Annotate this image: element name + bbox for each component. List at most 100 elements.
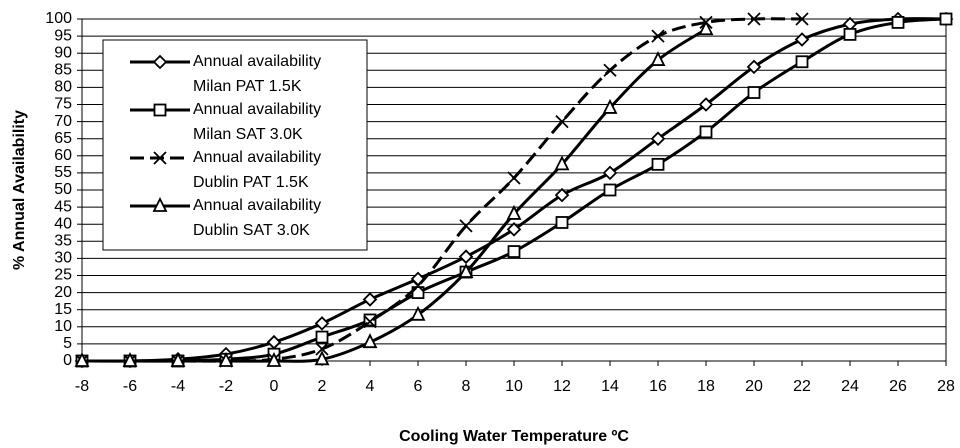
data-point [218, 351, 234, 367]
data-point [363, 313, 377, 327]
y-tick-label: 15 [54, 301, 72, 318]
y-tick-label: 70 [54, 113, 72, 130]
y-axis-label: % Annual Availability [11, 110, 28, 270]
x-tick-label: -2 [219, 378, 233, 395]
y-tick-label: 90 [54, 44, 72, 61]
x-tick-label: 4 [366, 378, 375, 395]
data-point [554, 155, 570, 171]
data-point [650, 131, 666, 146]
legend-marker [152, 54, 168, 70]
data-point [315, 342, 329, 356]
x-tick-label: 8 [462, 378, 471, 395]
data-point [698, 20, 714, 36]
x-tick-label: 20 [745, 378, 763, 395]
data-point [506, 222, 522, 237]
legend-label: Annual availability Dublin SAT 3.0K [193, 197, 322, 239]
data-point [459, 219, 473, 233]
data-point [698, 97, 714, 112]
data-point [363, 315, 377, 329]
data-point [891, 16, 905, 29]
legend-marker [152, 196, 168, 212]
data-point [795, 55, 809, 69]
data-point [602, 165, 618, 181]
data-point [747, 12, 761, 26]
x-tick-label: 16 [649, 378, 667, 395]
y-tick-label: 80 [54, 79, 72, 96]
legend-label: Annual availability Milan PAT 1.5K [193, 53, 322, 95]
x-tick-label: 24 [841, 378, 859, 395]
x-tick-label: 0 [270, 378, 279, 395]
y-tick-label: 75 [54, 96, 72, 113]
y-tick-label: 60 [54, 147, 72, 164]
x-tick-label: 12 [553, 378, 571, 395]
y-tick-label: 10 [54, 318, 72, 335]
x-tick-label: 28 [937, 378, 955, 395]
data-point [506, 204, 522, 220]
x-tick-label: 26 [889, 378, 907, 395]
data-point [314, 350, 330, 366]
y-tick-label: 30 [54, 250, 72, 267]
y-tick-label: 20 [54, 284, 72, 301]
x-tick-label: -4 [171, 378, 185, 395]
data-point [843, 27, 857, 41]
y-tick-label: 40 [54, 215, 72, 232]
data-point [555, 114, 569, 129]
data-point [170, 351, 186, 367]
y-tick-label: 35 [54, 233, 72, 250]
data-point [266, 351, 282, 367]
data-point [603, 63, 617, 77]
data-point [603, 183, 617, 197]
data-point [939, 12, 953, 26]
data-point [699, 125, 713, 139]
data-point [554, 187, 570, 203]
data-point [650, 51, 666, 66]
x-tick-label: 2 [318, 378, 327, 395]
data-point [651, 29, 665, 43]
data-point [458, 249, 474, 264]
data-point [747, 86, 761, 99]
data-point [795, 12, 809, 26]
data-point [314, 316, 330, 331]
data-point [507, 245, 521, 258]
data-point [602, 98, 618, 114]
x-tick-label: 22 [793, 378, 811, 395]
y-tick-label: 0 [63, 352, 72, 369]
y-tick-label: 55 [54, 164, 72, 181]
legend-label: Annual availability Milan SAT 3.0K [193, 101, 322, 143]
data-point [362, 292, 378, 307]
data-point [555, 216, 569, 229]
plot-frame [81, 18, 947, 362]
y-tick-label: 50 [54, 181, 72, 198]
x-tick-label: 14 [601, 378, 619, 395]
y-tick-label: 95 [54, 27, 72, 44]
legend-marker [153, 151, 167, 165]
data-point [315, 330, 329, 344]
y-tick-label: 5 [63, 335, 72, 352]
y-tick-label: 85 [54, 62, 72, 79]
x-axis-label: Cooling Water Temperature ºC [399, 428, 629, 445]
data-point [410, 305, 426, 321]
x-tick-label: 10 [505, 378, 523, 395]
data-point [507, 171, 521, 185]
x-tick-label: 6 [414, 378, 423, 395]
x-tick-label: -6 [123, 378, 137, 395]
data-point [651, 157, 665, 171]
data-point [746, 59, 762, 75]
y-tick-label: 25 [54, 267, 72, 284]
data-point [74, 351, 90, 367]
y-tick-label: 45 [54, 198, 72, 215]
legend-box [102, 39, 368, 251]
legend-marker [153, 103, 167, 117]
data-point [794, 32, 810, 47]
data-point [411, 279, 425, 293]
legend-label: Annual availability Dublin PAT 1.5K [193, 149, 322, 191]
data-point [362, 333, 378, 349]
y-tick-label: 65 [54, 130, 72, 147]
x-tick-label: 18 [697, 378, 715, 395]
data-point [266, 334, 282, 350]
data-point [458, 263, 474, 278]
x-tick-label: -8 [75, 378, 89, 395]
data-point [122, 351, 138, 367]
